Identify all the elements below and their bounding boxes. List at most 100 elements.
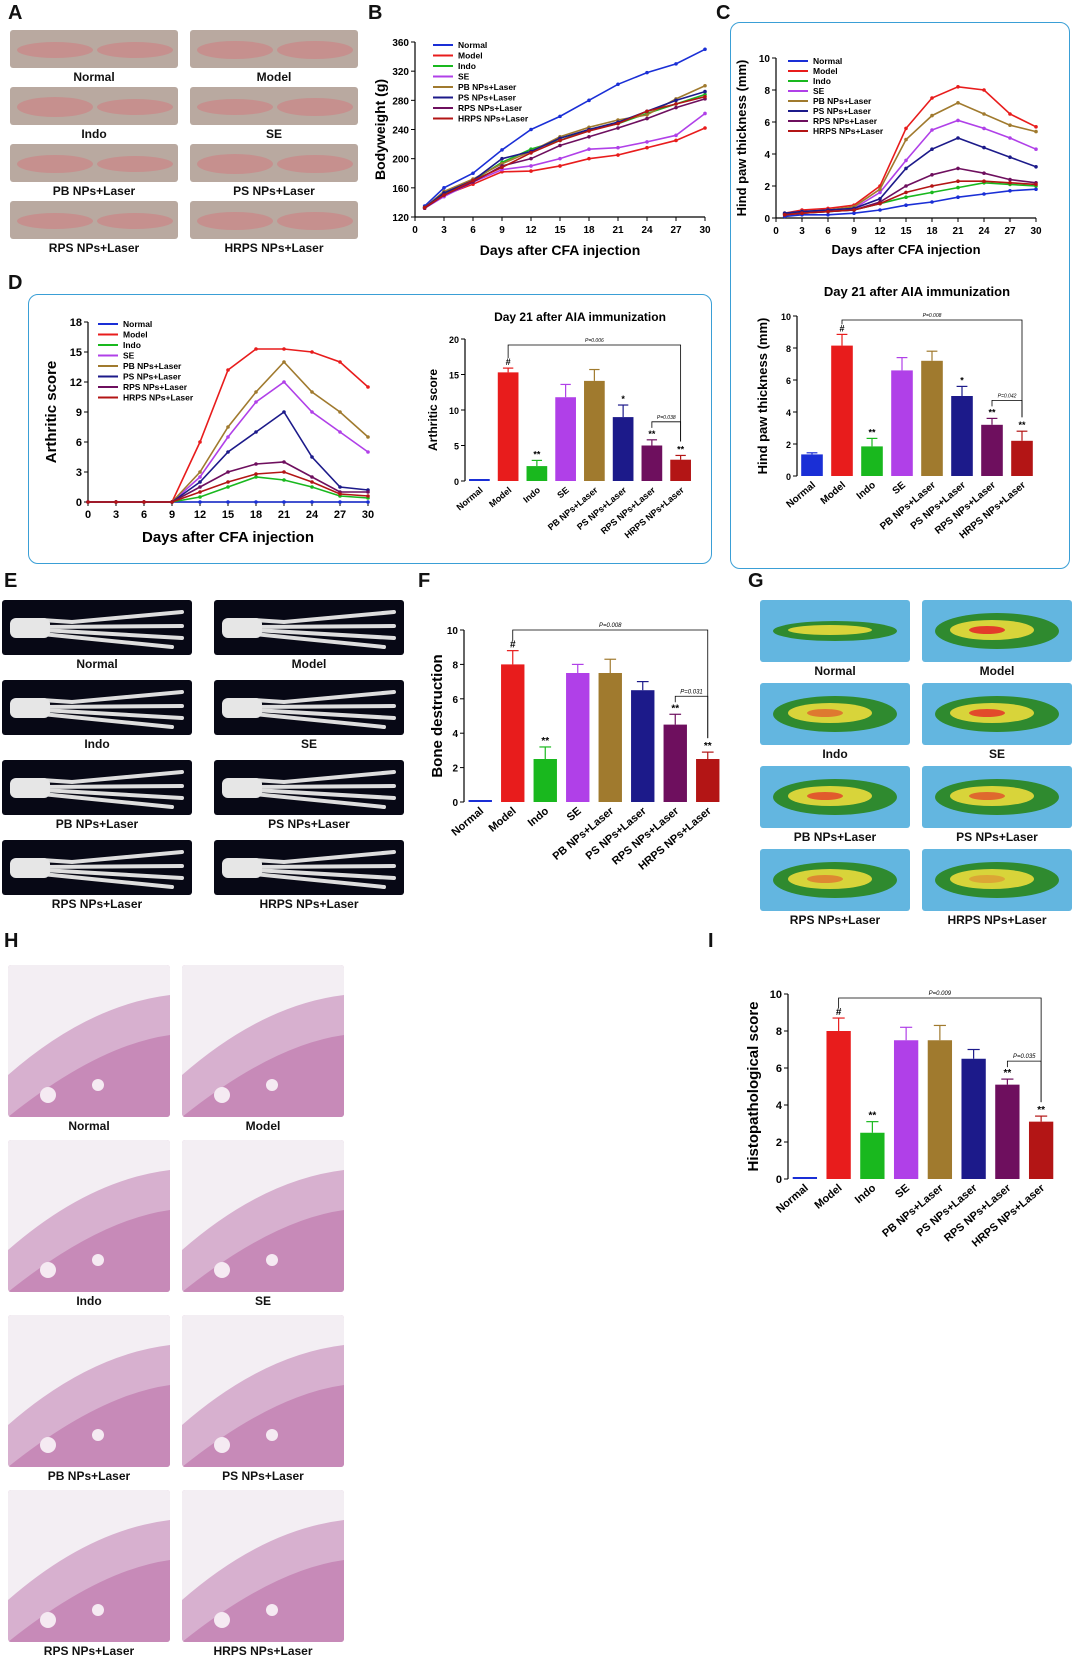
y-tick-label: 200 — [392, 155, 409, 166]
p-value-label: P=0.038 — [657, 415, 676, 421]
microct-caption-pb-nps-laser: PB NPs+Laser — [55, 817, 139, 831]
bar-rps-nps-laser — [981, 424, 1003, 476]
paw-photo-caption-normal: Normal — [73, 70, 115, 84]
data-point-model — [587, 156, 591, 161]
y-tick-label: 8 — [452, 660, 458, 671]
bar-rps-nps-laser — [663, 724, 687, 802]
microct-image-pb-nps-laser — [2, 760, 192, 815]
arthritic-score-line-chart: 0 3 6 9 12 15 18 21 24 27 30 0 3 6 9 12 15 18 Days after C… — [43, 317, 374, 546]
p-value-bracket — [991, 400, 1023, 418]
bar-model — [497, 372, 519, 481]
microct-image-indo — [2, 680, 192, 735]
y-tick-label: 4 — [452, 729, 458, 740]
data-point-se — [282, 380, 286, 384]
significance-mark-indo: ** — [868, 1111, 876, 1122]
data-point-indo — [282, 478, 286, 482]
y-tick-label: 240 — [392, 126, 409, 137]
data-point-hrps-nps-laser — [282, 470, 286, 474]
x-tick-label: 3 — [441, 225, 447, 236]
y-tick-label: 6 — [76, 437, 82, 449]
y-tick-label: 15 — [70, 347, 82, 359]
y-tick-label: 6 — [764, 118, 770, 129]
x-tick-label: 15 — [222, 509, 234, 521]
x-tick-label: 21 — [278, 509, 290, 521]
data-point-hrps-nps-laser — [616, 121, 620, 126]
y-tick-label: 10 — [781, 312, 791, 322]
data-point-model — [645, 145, 649, 150]
x-tick-label: 3 — [113, 509, 119, 521]
data-point-model — [1034, 125, 1038, 129]
y-tick-label: 8 — [786, 344, 791, 354]
paw-photo-caption-model: Model — [256, 70, 292, 84]
microct-image-model — [214, 600, 404, 655]
p-value-label: P=0.009 — [929, 991, 952, 997]
data-point-rps-nps-laser — [956, 166, 960, 171]
x-tick-label: 24 — [306, 509, 319, 521]
y-tick-label: 0 — [452, 798, 458, 809]
data-point-model — [616, 153, 620, 157]
thermal-caption-se: SE — [988, 747, 1005, 761]
thermal-caption-rps-nps-laser: RPS NPs+Laser — [789, 913, 881, 927]
panel-letter-d: D — [8, 272, 23, 294]
histology-image-rps-nps-laser — [8, 1490, 170, 1642]
paw-photo-caption-ps-nps-laser: PS NPs+Laser — [233, 184, 315, 198]
histology-caption-ps-nps-laser: PS NPs+Laser — [222, 1469, 304, 1483]
y-tick-label: 0 — [776, 1174, 782, 1186]
p-value-label: P=0.035 — [1013, 1054, 1036, 1060]
p-value-bracket — [838, 997, 1042, 1103]
y-tick-label: 20 — [449, 335, 459, 345]
significance-mark-hrps-nps-laser: ** — [1037, 1105, 1045, 1116]
x-tick-label: 24 — [641, 225, 653, 236]
data-point-pb-nps-laser — [338, 410, 342, 414]
data-point-normal — [645, 70, 649, 75]
category-label-normal: Normal — [774, 1182, 811, 1216]
data-point-pb-nps-laser — [366, 435, 370, 439]
histology-caption-hrps-nps-laser: HRPS NPs+Laser — [213, 1644, 313, 1658]
data-point-hrps-nps-laser — [852, 208, 856, 212]
data-point-normal — [254, 500, 258, 504]
data-point-model — [703, 126, 707, 130]
data-point-se — [956, 118, 960, 123]
data-point-ps-nps-laser — [956, 136, 960, 140]
data-point-se — [982, 126, 986, 131]
y-axis-label: Bodyweight (g) — [372, 79, 388, 180]
series-line-ps-nps-laser — [784, 137, 1037, 214]
legend-label-indo: Indo — [458, 61, 476, 71]
data-point-hrps-nps-laser — [930, 184, 934, 188]
data-point-normal — [852, 211, 856, 215]
y-tick-label: 2 — [786, 440, 791, 450]
x-tick-label: 9 — [499, 225, 505, 236]
data-point-se — [529, 164, 533, 168]
legend-label-rps-nps-laser: RPS NPs+Laser — [813, 116, 878, 126]
data-point-rps-nps-laser — [645, 116, 649, 121]
x-tick-label: 12 — [194, 509, 206, 521]
category-label-se: SE — [893, 1182, 912, 1201]
bar-normal — [469, 479, 490, 481]
legend-label-pb-nps-laser: PB NPs+Laser — [458, 82, 517, 92]
data-point-pb-nps-laser — [930, 113, 934, 118]
panel-letter-f: F — [418, 570, 431, 592]
data-point-hrps-nps-laser — [800, 211, 804, 215]
data-point-se — [703, 111, 707, 116]
x-tick-label: 9 — [851, 226, 857, 237]
histology-caption-indo: Indo — [76, 1294, 102, 1308]
data-point-hrps-nps-laser — [982, 179, 986, 183]
data-point-pb-nps-laser — [254, 390, 258, 394]
data-point-se — [310, 410, 314, 414]
data-point-hrps-nps-laser — [310, 480, 314, 484]
data-point-normal — [674, 62, 678, 66]
x-tick-label: 21 — [952, 226, 964, 237]
data-point-model — [310, 350, 314, 354]
y-tick-label: 160 — [392, 184, 409, 195]
bar-ps-nps-laser — [612, 417, 634, 481]
bar-indo — [526, 466, 548, 481]
category-label-se: SE — [891, 480, 909, 497]
legend-label-pb-nps-laser: PB NPs+Laser — [123, 361, 182, 371]
category-label-se: SE — [555, 485, 571, 500]
x-axis-label: Days after CFA injection — [831, 242, 980, 257]
legend-label-normal: Normal — [458, 40, 487, 50]
data-point-se — [616, 145, 620, 150]
data-point-hrps-nps-laser — [366, 494, 370, 498]
category-label-model: Model — [487, 805, 519, 835]
data-point-normal — [1034, 187, 1038, 191]
